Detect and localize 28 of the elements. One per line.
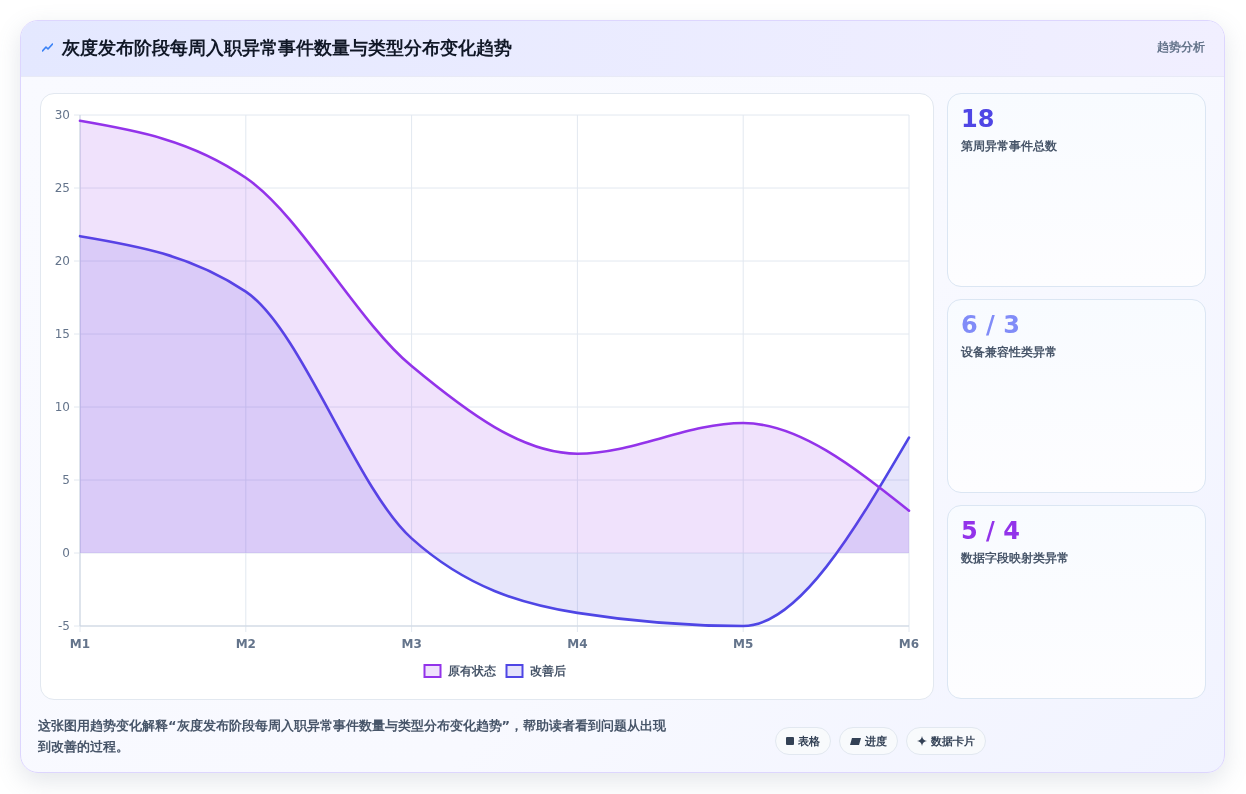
text: 数据卡片 (931, 733, 975, 749)
y-tick-label: 25 (54, 181, 70, 196)
text: 进度 (865, 733, 887, 749)
y-tick-label: -5 (58, 619, 70, 634)
text: 5 / 4 (961, 516, 1020, 546)
text: 第周异常事件总数 (961, 138, 1057, 154)
text: 趋势分析 (1157, 39, 1205, 55)
x-tick-label: M1 (69, 637, 91, 651)
x-tick-label: M6 (898, 637, 920, 651)
y-tick-label: 15 (54, 327, 70, 342)
y-tick-label: 0 (62, 546, 70, 561)
text: 设备兼容性类异常 (961, 344, 1057, 360)
text: 18 (961, 104, 995, 134)
text: 这张图用趋势变化解释“灰度发布阶段每周入职异常事件数量与类型分布变化趋势”，帮助读者看到问题从出现到改善的过程。 (38, 717, 668, 756)
text: 6 / 3 (961, 310, 1020, 340)
x-tick-label: M3 (401, 637, 422, 651)
x-tick-label: M2 (235, 637, 256, 651)
x-tick-label: M5 (733, 637, 754, 651)
x-tick-label: M4 (567, 637, 588, 651)
y-tick-label: 30 (54, 108, 70, 123)
legend-label: 原有状态 (446, 664, 497, 679)
legend-label: 改善后 (529, 664, 566, 679)
text: 数据字段映射类异常 (961, 550, 1069, 566)
y-tick-label: 5 (62, 473, 70, 488)
y-tick-label: 10 (54, 400, 70, 415)
text: 表格 (798, 733, 820, 749)
chart-title: 灰度发布阶段每周入职异常事件数量与类型分布变化趋势 (62, 36, 512, 60)
y-tick-label: 20 (54, 254, 70, 269)
